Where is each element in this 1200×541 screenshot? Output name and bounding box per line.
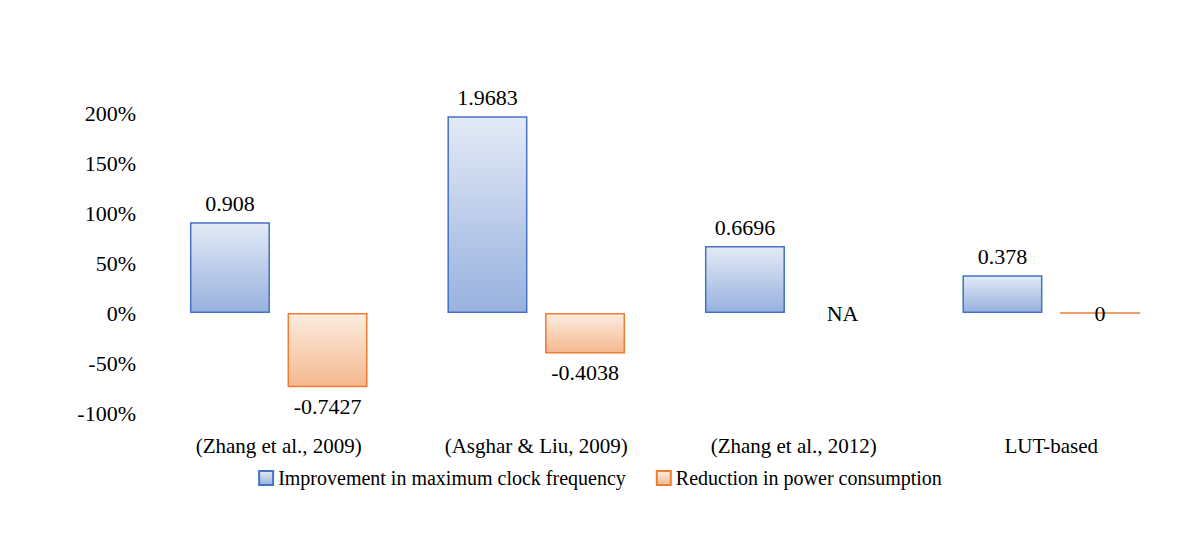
svg-text:0%: 0% [107,301,136,326]
svg-text:150%: 150% [85,151,136,176]
svg-text:NA: NA [827,301,859,326]
svg-text:100%: 100% [85,201,136,226]
svg-text:0.378: 0.378 [978,244,1027,269]
svg-text:-50%: -50% [88,351,136,376]
svg-text:50%: 50% [96,251,136,276]
svg-text:(Zhang et al., 2009): (Zhang et al., 2009) [196,434,362,458]
svg-text:LUT-based: LUT-based [1004,434,1098,458]
svg-text:-0.7427: -0.7427 [294,394,362,419]
svg-text:0.908: 0.908 [205,191,255,216]
svg-text:0: 0 [1095,301,1106,326]
svg-text:200%: 200% [85,101,136,126]
svg-text:(Asghar & Liu, 2009): (Asghar & Liu, 2009) [445,434,628,458]
svg-text:-100%: -100% [77,401,136,426]
svg-text:1.9683: 1.9683 [457,85,518,110]
svg-text:0.6696: 0.6696 [715,215,776,240]
svg-text:(Zhang et al., 2012): (Zhang et al., 2012) [711,434,877,458]
svg-text:-0.4038: -0.4038 [551,360,619,385]
svg-text:Improvement in maximum clock f: Improvement in maximum clock frequency [278,467,626,490]
svg-text:Reduction in power consumption: Reduction in power consumption [676,467,942,490]
